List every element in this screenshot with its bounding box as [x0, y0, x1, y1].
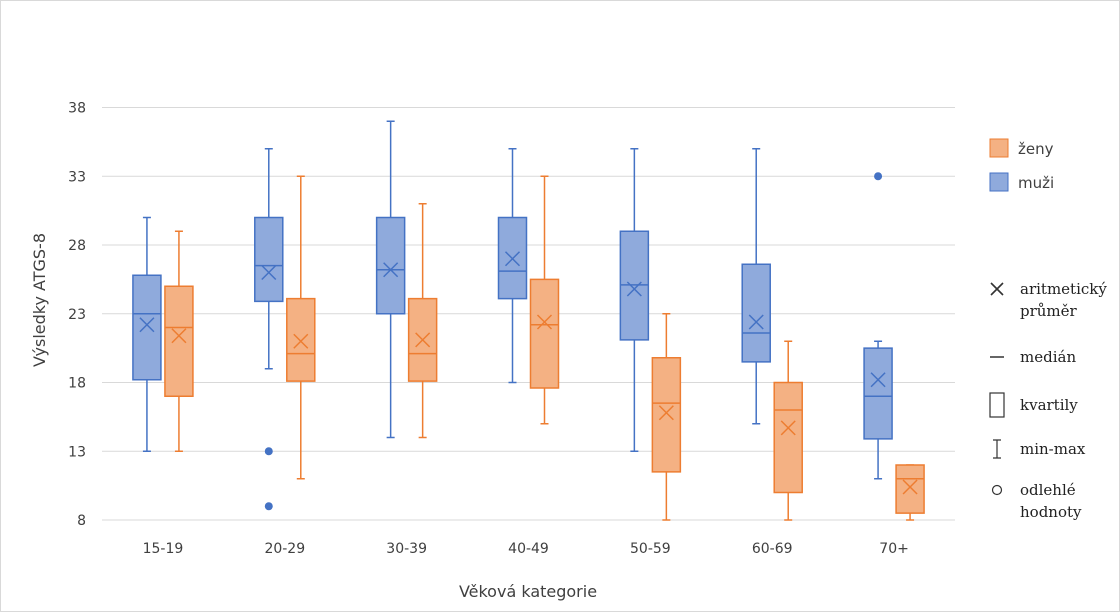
mean-marker — [261, 264, 277, 281]
box-group — [286, 175, 316, 480]
quartile-box — [375, 216, 406, 315]
quartile-box — [773, 381, 803, 494]
x-tick-label: 20-29 — [264, 541, 305, 557]
key-label: medián — [1020, 348, 1076, 366]
mean-marker — [504, 251, 521, 267]
key-label: odlehlé — [1020, 481, 1076, 499]
outlier-point — [874, 172, 883, 181]
x-tick-label: 70+ — [879, 541, 909, 557]
legend-swatch — [989, 172, 1009, 192]
quartile-box — [254, 216, 284, 303]
box-group — [619, 148, 650, 452]
legend-label: muži — [1018, 174, 1054, 192]
mean-marker — [536, 314, 553, 330]
x-tick-label: 50-59 — [630, 541, 671, 557]
key-label: aritmetický — [1020, 280, 1107, 298]
quartile-box — [132, 274, 162, 381]
key-label: kvartily — [1020, 396, 1078, 414]
quartile-box — [286, 297, 316, 382]
x-tick-label: 60-69 — [752, 541, 793, 557]
mean-marker — [171, 328, 187, 344]
y-tick-label: 18 — [68, 376, 86, 392]
quartile-box — [863, 347, 893, 440]
box-group — [529, 175, 560, 425]
y-tick-label: 23 — [68, 307, 86, 323]
series-muzi — [132, 120, 893, 511]
mean-marker — [902, 479, 918, 495]
x-axis-title: Věková kategorie — [459, 582, 597, 601]
quartile-box — [741, 263, 771, 363]
box-series — [132, 120, 925, 521]
whisker-icon — [993, 439, 1001, 459]
y-tick-labels: 8 13 18 23 28 33 38 — [68, 101, 86, 530]
box-group — [497, 148, 528, 384]
quartile-box — [529, 278, 560, 389]
box-group — [132, 216, 162, 452]
mean-marker — [383, 262, 399, 278]
x-tick-labels: 15-19 20-29 30-39 40-49 50-59 60-69 70+ — [143, 541, 909, 557]
x-tick-label: 30-39 — [386, 541, 427, 557]
box-icon — [989, 392, 1005, 418]
y-tick-label: 33 — [68, 169, 86, 185]
mean-marker — [870, 372, 886, 388]
box-group — [254, 148, 284, 511]
quartile-box — [895, 464, 925, 514]
box-group — [863, 172, 893, 480]
box-group — [164, 230, 194, 452]
key-label: min-max — [1020, 440, 1086, 458]
box-group — [895, 464, 925, 521]
outlier-point — [264, 502, 273, 511]
quartile-box — [164, 285, 194, 397]
key-label: průměr — [1020, 302, 1078, 320]
y-axis-title: Výsledky ATGS-8 — [30, 233, 49, 367]
outlier-point — [264, 447, 273, 456]
box-group — [375, 120, 406, 439]
mean-marker — [748, 314, 764, 330]
box-group — [773, 340, 803, 521]
quartile-box — [651, 357, 682, 473]
y-tick-label: 28 — [68, 238, 86, 254]
circle-icon — [991, 484, 1003, 496]
mean-marker — [780, 420, 796, 436]
mean-marker — [415, 332, 431, 348]
legend-label: ženy — [1018, 140, 1054, 158]
mean-marker — [293, 333, 309, 349]
symbol-key: aritmetický průměr medián kvartily min-max od… — [989, 280, 1107, 521]
box-group — [407, 203, 438, 439]
series-zeny — [164, 175, 925, 521]
y-tick-label: 38 — [68, 101, 86, 117]
cross-icon — [990, 282, 1004, 296]
key-label: hodnoty — [1020, 503, 1082, 521]
y-tick-label: 13 — [68, 444, 86, 460]
gridlines — [102, 107, 955, 521]
box-group — [741, 148, 771, 425]
legend: ženy muži — [989, 138, 1054, 192]
mean-marker — [626, 281, 642, 297]
mean-marker — [139, 317, 155, 333]
box-group — [651, 313, 682, 521]
y-tick-label: 8 — [77, 513, 86, 529]
x-tick-label: 15-19 — [143, 541, 184, 557]
legend-swatch — [989, 138, 1009, 158]
mean-marker — [658, 405, 674, 421]
x-tick-label: 40-49 — [508, 541, 549, 557]
